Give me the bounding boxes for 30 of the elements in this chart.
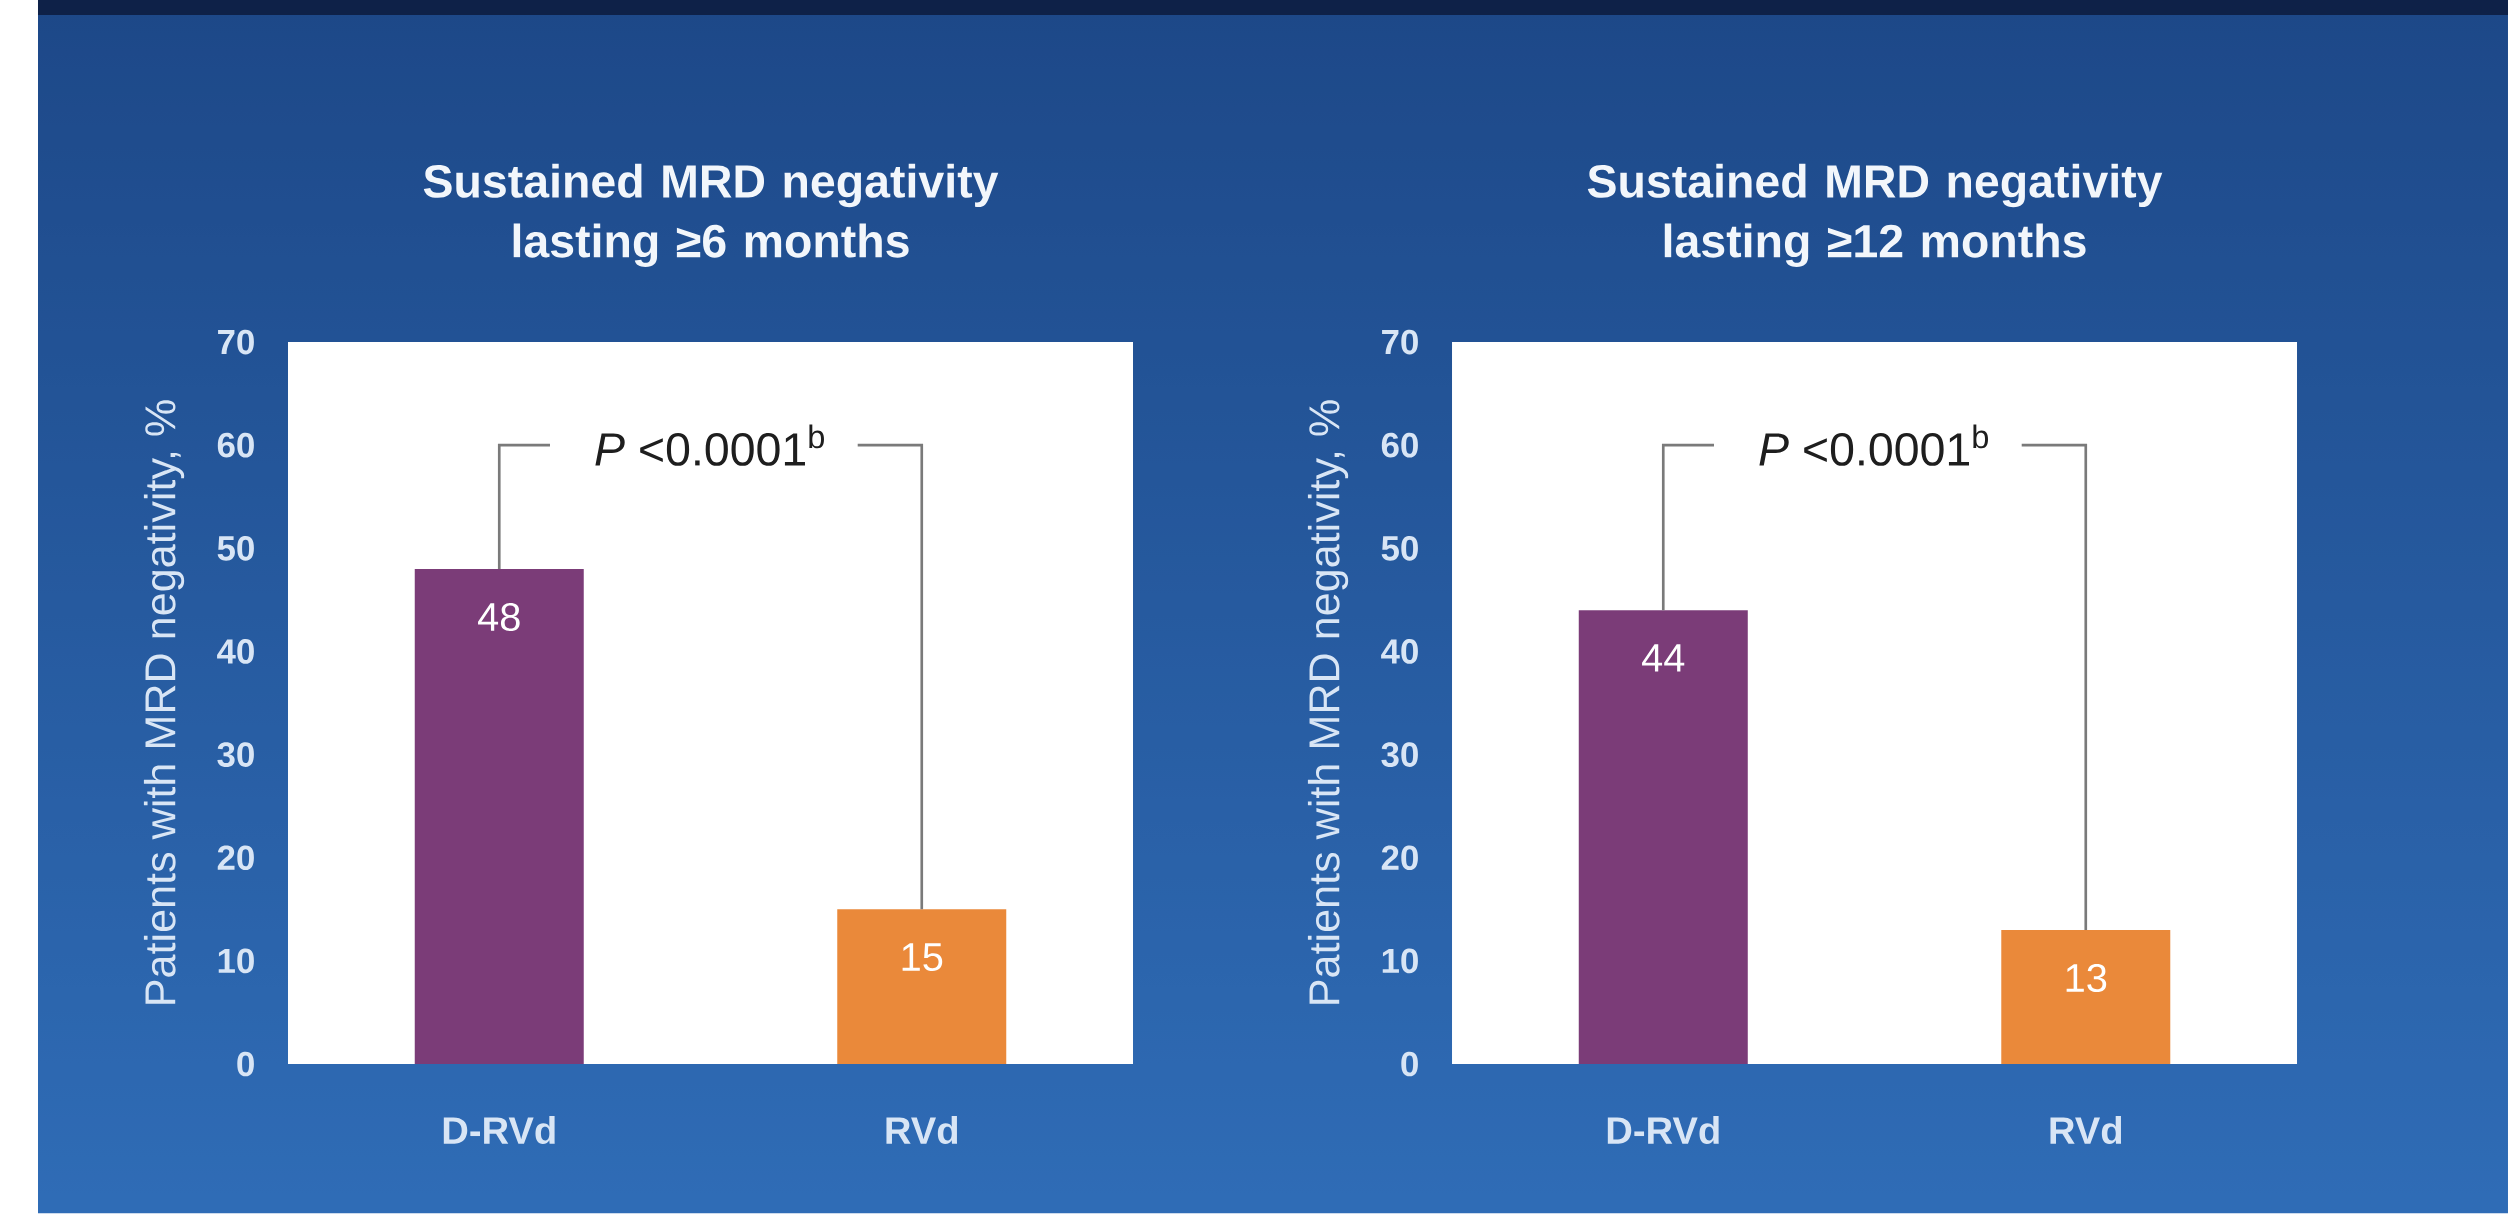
y-tick-label: 60 bbox=[217, 432, 254, 458]
annotation: P <0.0001$^{b}$ bbox=[595, 424, 824, 466]
y-tick-label: 0 bbox=[237, 1051, 254, 1077]
y-axis-title: Patients with MRD negativity, % bbox=[1307, 400, 1349, 1004]
y-tick-label: 70 bbox=[1382, 329, 1418, 355]
x-tick-label: RVd bbox=[886, 1115, 958, 1145]
y-tick-label: 20 bbox=[217, 845, 254, 871]
y-tick-label: 10 bbox=[218, 948, 254, 974]
data-label: 15 bbox=[902, 943, 943, 972]
y-tick-label: 40 bbox=[1381, 639, 1418, 664]
y-tick-label: 30 bbox=[1381, 742, 1418, 767]
chart-title: Sustained MRD negativity lasting ≥12 months bbox=[1587, 163, 2163, 268]
y-tick-label: 40 bbox=[217, 639, 254, 664]
y-tick-label: 10 bbox=[1382, 948, 1418, 974]
data-label: 48 bbox=[478, 602, 520, 632]
y-tick-label: 30 bbox=[217, 742, 254, 767]
y-tick-label: 60 bbox=[1381, 432, 1418, 458]
x-tick-label: RVd bbox=[2050, 1115, 2122, 1145]
x-tick-label: D-RVd bbox=[1607, 1115, 1719, 1145]
x-tick-label: D-RVd bbox=[443, 1115, 555, 1145]
y-axis-title: Patients with MRD negativity, % bbox=[143, 400, 185, 1004]
y-tick-label: 50 bbox=[217, 535, 254, 561]
chart-title: Sustained MRD negativity lasting ≥6 months bbox=[423, 163, 999, 268]
y-tick-label: 20 bbox=[1381, 845, 1418, 871]
y-tick-label: 50 bbox=[1381, 535, 1418, 561]
y-tick-label: 70 bbox=[218, 329, 254, 355]
data-label: 44 bbox=[1642, 644, 1685, 672]
data-label: 13 bbox=[2066, 963, 2107, 993]
y-tick-label: 0 bbox=[1401, 1051, 1418, 1077]
annotation: P <0.0001$^{b}$ bbox=[1759, 424, 1988, 466]
